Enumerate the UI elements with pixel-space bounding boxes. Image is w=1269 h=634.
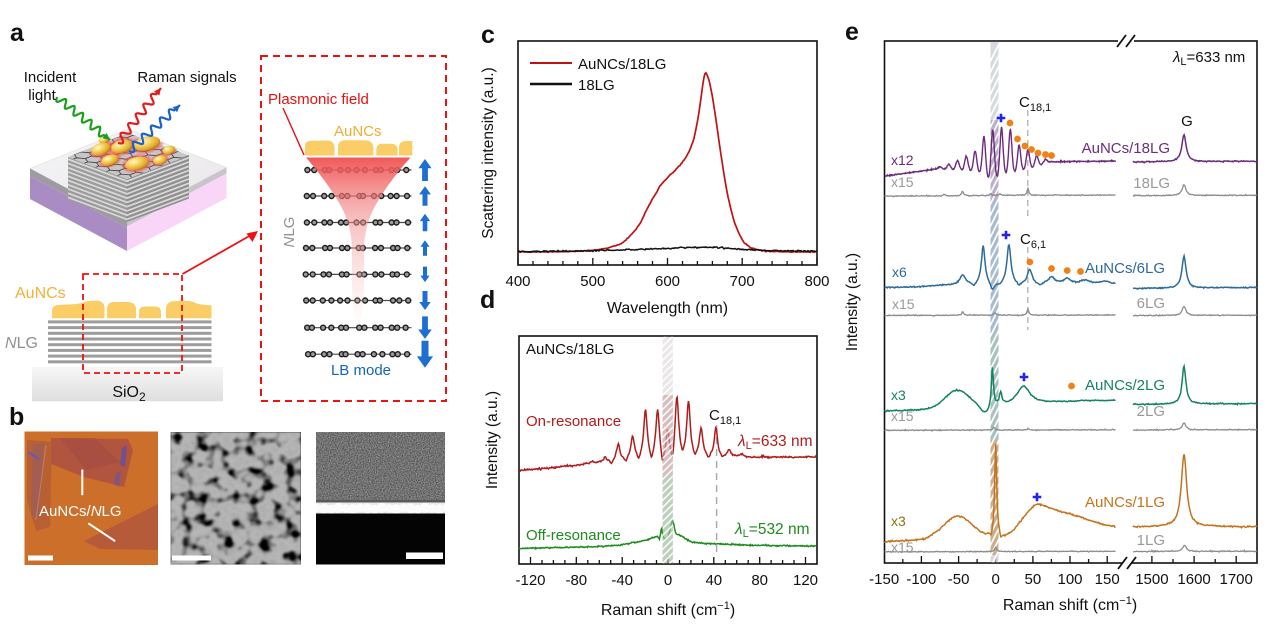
- svg-text:600: 600: [655, 273, 680, 290]
- svg-text:-120: -120: [515, 572, 545, 589]
- svg-text:Plasmonic field: Plasmonic field: [268, 91, 369, 108]
- svg-text:1700: 1700: [1220, 571, 1253, 588]
- svg-text:500: 500: [580, 273, 605, 290]
- svg-text:AuNCs/NLG: AuNCs/NLG: [39, 503, 122, 520]
- svg-text:AuNCs: AuNCs: [334, 123, 382, 140]
- svg-text:x15: x15: [891, 174, 914, 190]
- svg-text:Off-resonance: Off-resonance: [526, 527, 621, 544]
- svg-text:x15: x15: [892, 296, 915, 312]
- svg-text:G: G: [1181, 113, 1193, 130]
- svg-text:-150: -150: [869, 571, 899, 588]
- svg-text:18LG: 18LG: [1133, 175, 1170, 192]
- svg-text:AuNCs/18LG: AuNCs/18LG: [578, 56, 666, 73]
- svg-text:800: 800: [804, 273, 829, 290]
- svg-text:C18,1: C18,1: [709, 407, 741, 427]
- svg-text:x15: x15: [891, 539, 914, 555]
- svg-text:SiO2: SiO2: [112, 384, 146, 404]
- svg-text:x15: x15: [891, 408, 914, 424]
- svg-text:2LG: 2LG: [1137, 403, 1165, 420]
- svg-text:C6,1: C6,1: [1020, 231, 1046, 251]
- svg-text:Scattering intensity (a.u.): Scattering intensity (a.u.): [480, 67, 497, 238]
- svg-text:50: 50: [1025, 571, 1042, 588]
- svg-text:b: b: [9, 403, 24, 431]
- svg-text:AuNCs/2LG: AuNCs/2LG: [1085, 377, 1165, 394]
- svg-text:On-resonance: On-resonance: [526, 413, 621, 430]
- svg-text:Incident: Incident: [24, 69, 77, 86]
- svg-text:120: 120: [793, 572, 818, 589]
- svg-text:18LG: 18LG: [578, 77, 615, 94]
- svg-text:NLG: NLG: [5, 335, 38, 352]
- svg-text:-40: -40: [611, 572, 633, 589]
- svg-text:0: 0: [992, 571, 1000, 588]
- svg-text:AuNCs/18LG: AuNCs/18LG: [1082, 140, 1170, 157]
- svg-text:Intensity (a.u.): Intensity (a.u.): [484, 391, 501, 489]
- svg-text:AuNCs/1LG: AuNCs/1LG: [1085, 494, 1165, 511]
- svg-text:λL=633 nm: λL=633 nm: [1172, 49, 1245, 68]
- svg-text:Raman shift (cm−1): Raman shift (cm−1): [601, 600, 735, 619]
- svg-text:Raman shift (cm−1): Raman shift (cm−1): [1003, 595, 1137, 614]
- svg-text:light: light: [28, 87, 56, 104]
- svg-text:-80: -80: [565, 572, 587, 589]
- svg-text:0: 0: [664, 572, 672, 589]
- svg-text:80: 80: [751, 572, 768, 589]
- svg-text:40: 40: [705, 572, 722, 589]
- svg-text:e: e: [845, 18, 859, 46]
- svg-text:Wavelength (nm): Wavelength (nm): [607, 300, 728, 317]
- svg-text:λL=633 nm: λL=633 nm: [737, 433, 813, 452]
- svg-text:x6: x6: [892, 264, 907, 280]
- svg-text:C18,1: C18,1: [1019, 94, 1051, 114]
- svg-text:a: a: [10, 19, 25, 47]
- svg-text:700: 700: [730, 273, 755, 290]
- svg-text:x12: x12: [891, 152, 914, 168]
- svg-text:150: 150: [1095, 571, 1120, 588]
- svg-text:AuNCs/6LG: AuNCs/6LG: [1085, 260, 1165, 277]
- svg-text:-50: -50: [948, 571, 970, 588]
- svg-text:x3: x3: [891, 387, 906, 403]
- svg-text:1500: 1500: [1135, 571, 1168, 588]
- svg-text:NLG: NLG: [281, 217, 298, 248]
- svg-text:Intensity (a.u.): Intensity (a.u.): [844, 253, 861, 351]
- svg-text:AuNCs/18LG: AuNCs/18LG: [526, 341, 614, 358]
- svg-text:x3: x3: [891, 513, 906, 529]
- svg-text:LB mode: LB mode: [331, 362, 391, 379]
- svg-text:Raman signals: Raman signals: [137, 69, 236, 86]
- svg-text:d: d: [480, 286, 495, 314]
- svg-text:-100: -100: [906, 571, 936, 588]
- svg-text:1600: 1600: [1177, 571, 1210, 588]
- svg-text:c: c: [481, 21, 495, 49]
- svg-text:AuNCs: AuNCs: [15, 285, 66, 302]
- svg-text:400: 400: [505, 273, 530, 290]
- svg-text:1LG: 1LG: [1137, 532, 1165, 549]
- svg-text:λL=532 nm: λL=532 nm: [734, 521, 810, 540]
- svg-text:100: 100: [1057, 571, 1082, 588]
- svg-text:6LG: 6LG: [1137, 295, 1165, 312]
